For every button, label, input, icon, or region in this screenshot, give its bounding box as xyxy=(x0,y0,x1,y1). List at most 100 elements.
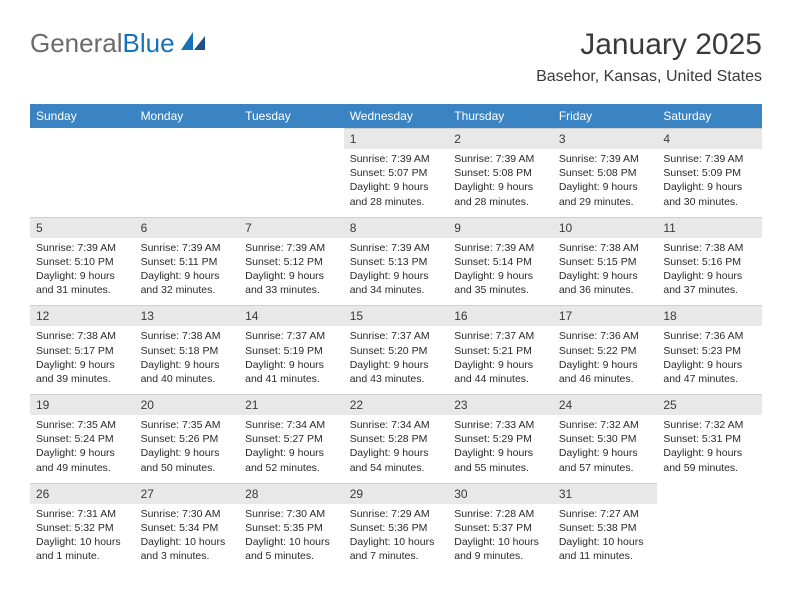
calendar-cell: 2 xyxy=(448,128,553,149)
day-detail-line: Daylight: 9 hours and 52 minutes. xyxy=(245,446,338,474)
day-number: 26 xyxy=(30,483,135,504)
day-detail-line: Sunrise: 7:27 AM xyxy=(559,507,652,521)
day-number: 30 xyxy=(448,483,553,504)
day-detail-line: Sunrise: 7:33 AM xyxy=(454,418,547,432)
calendar-cell: Sunrise: 7:31 AMSunset: 5:32 PMDaylight:… xyxy=(30,504,135,572)
calendar-cell: Sunrise: 7:38 AMSunset: 5:16 PMDaylight:… xyxy=(657,238,762,306)
weekday-header: Sunday xyxy=(30,104,135,128)
calendar-cell: 17 xyxy=(553,305,658,326)
calendar-cell: 4 xyxy=(657,128,762,149)
day-number: 13 xyxy=(135,305,240,326)
day-number-row: 19202122232425 xyxy=(30,394,762,415)
calendar-cell: 22 xyxy=(344,394,449,415)
day-detail-line: Sunrise: 7:37 AM xyxy=(245,329,338,343)
day-details: Sunrise: 7:27 AMSunset: 5:38 PMDaylight:… xyxy=(553,504,658,572)
day-number: 9 xyxy=(448,217,553,238)
day-detail-line: Sunrise: 7:35 AM xyxy=(141,418,234,432)
day-detail-line: Daylight: 9 hours and 36 minutes. xyxy=(559,269,652,297)
day-detail-line: Daylight: 9 hours and 41 minutes. xyxy=(245,358,338,386)
day-detail-line: Sunset: 5:23 PM xyxy=(663,344,756,358)
day-number: 14 xyxy=(239,305,344,326)
day-number: 24 xyxy=(553,394,658,415)
calendar-cell: 28 xyxy=(239,483,344,504)
day-number: 6 xyxy=(135,217,240,238)
day-detail-line: Sunrise: 7:32 AM xyxy=(559,418,652,432)
day-details: Sunrise: 7:37 AMSunset: 5:20 PMDaylight:… xyxy=(344,326,449,394)
day-detail-line: Sunrise: 7:36 AM xyxy=(663,329,756,343)
day-details: Sunrise: 7:32 AMSunset: 5:31 PMDaylight:… xyxy=(657,415,762,483)
day-detail-line: Sunset: 5:14 PM xyxy=(454,255,547,269)
calendar-cell: Sunrise: 7:32 AMSunset: 5:31 PMDaylight:… xyxy=(657,415,762,483)
day-number: 15 xyxy=(344,305,449,326)
day-details: Sunrise: 7:29 AMSunset: 5:36 PMDaylight:… xyxy=(344,504,449,572)
day-details: Sunrise: 7:39 AMSunset: 5:12 PMDaylight:… xyxy=(239,238,344,306)
day-number-row: 1234 xyxy=(30,128,762,149)
day-details xyxy=(135,149,240,209)
calendar-cell: Sunrise: 7:36 AMSunset: 5:22 PMDaylight:… xyxy=(553,326,658,394)
day-details: Sunrise: 7:36 AMSunset: 5:23 PMDaylight:… xyxy=(657,326,762,394)
location-label: Basehor, Kansas, United States xyxy=(536,68,762,86)
day-details xyxy=(239,149,344,209)
day-number: 16 xyxy=(448,305,553,326)
day-detail-line: Sunset: 5:24 PM xyxy=(36,432,129,446)
day-number: 18 xyxy=(657,305,762,326)
day-detail-line: Sunset: 5:22 PM xyxy=(559,344,652,358)
day-number: 11 xyxy=(657,217,762,238)
day-details: Sunrise: 7:39 AMSunset: 5:08 PMDaylight:… xyxy=(553,149,658,217)
brand-logo: GeneralBlue xyxy=(30,28,207,59)
day-details: Sunrise: 7:30 AMSunset: 5:34 PMDaylight:… xyxy=(135,504,240,572)
day-body-row: Sunrise: 7:39 AMSunset: 5:07 PMDaylight:… xyxy=(30,149,762,217)
calendar-cell: Sunrise: 7:34 AMSunset: 5:28 PMDaylight:… xyxy=(344,415,449,483)
calendar-cell: 23 xyxy=(448,394,553,415)
day-detail-line: Sunrise: 7:39 AM xyxy=(350,241,443,255)
day-detail-line: Daylight: 9 hours and 57 minutes. xyxy=(559,446,652,474)
calendar-cell: Sunrise: 7:30 AMSunset: 5:34 PMDaylight:… xyxy=(135,504,240,572)
calendar-cell: 30 xyxy=(448,483,553,504)
calendar-cell: 29 xyxy=(344,483,449,504)
day-detail-line: Sunset: 5:16 PM xyxy=(663,255,756,269)
calendar-body: 1234Sunrise: 7:39 AMSunset: 5:07 PMDayli… xyxy=(30,128,762,571)
calendar-cell: Sunrise: 7:37 AMSunset: 5:21 PMDaylight:… xyxy=(448,326,553,394)
day-detail-line: Daylight: 10 hours and 7 minutes. xyxy=(350,535,443,563)
day-detail-line: Sunrise: 7:37 AM xyxy=(350,329,443,343)
day-detail-line: Sunrise: 7:30 AM xyxy=(245,507,338,521)
calendar-cell: Sunrise: 7:39 AMSunset: 5:08 PMDaylight:… xyxy=(448,149,553,217)
day-details: Sunrise: 7:39 AMSunset: 5:14 PMDaylight:… xyxy=(448,238,553,306)
day-details: Sunrise: 7:32 AMSunset: 5:30 PMDaylight:… xyxy=(553,415,658,483)
day-detail-line: Sunset: 5:08 PM xyxy=(454,166,547,180)
calendar-cell xyxy=(135,149,240,217)
day-detail-line: Sunset: 5:07 PM xyxy=(350,166,443,180)
day-number: 23 xyxy=(448,394,553,415)
calendar-cell: 16 xyxy=(448,305,553,326)
calendar-cell: Sunrise: 7:34 AMSunset: 5:27 PMDaylight:… xyxy=(239,415,344,483)
calendar-cell: 19 xyxy=(30,394,135,415)
day-detail-line: Daylight: 10 hours and 11 minutes. xyxy=(559,535,652,563)
day-detail-line: Daylight: 9 hours and 30 minutes. xyxy=(663,180,756,208)
day-number: 12 xyxy=(30,305,135,326)
weekday-header: Tuesday xyxy=(239,104,344,128)
calendar-cell: 12 xyxy=(30,305,135,326)
day-details: Sunrise: 7:34 AMSunset: 5:27 PMDaylight:… xyxy=(239,415,344,483)
day-detail-line: Daylight: 9 hours and 59 minutes. xyxy=(663,446,756,474)
day-detail-line: Sunset: 5:17 PM xyxy=(36,344,129,358)
day-detail-line: Sunrise: 7:38 AM xyxy=(141,329,234,343)
day-number xyxy=(657,483,762,489)
day-detail-line: Sunset: 5:30 PM xyxy=(559,432,652,446)
day-detail-line: Sunrise: 7:36 AM xyxy=(559,329,652,343)
day-detail-line: Daylight: 10 hours and 9 minutes. xyxy=(454,535,547,563)
day-detail-line: Daylight: 9 hours and 44 minutes. xyxy=(454,358,547,386)
calendar-cell: Sunrise: 7:36 AMSunset: 5:23 PMDaylight:… xyxy=(657,326,762,394)
day-number: 27 xyxy=(135,483,240,504)
day-detail-line: Sunset: 5:11 PM xyxy=(141,255,234,269)
calendar-cell: Sunrise: 7:39 AMSunset: 5:12 PMDaylight:… xyxy=(239,238,344,306)
day-detail-line: Sunrise: 7:32 AM xyxy=(663,418,756,432)
calendar-cell xyxy=(239,128,344,149)
day-number: 1 xyxy=(344,128,449,149)
calendar-cell: 1 xyxy=(344,128,449,149)
day-detail-line: Sunrise: 7:34 AM xyxy=(350,418,443,432)
day-detail-line: Sunset: 5:28 PM xyxy=(350,432,443,446)
day-detail-line: Daylight: 9 hours and 40 minutes. xyxy=(141,358,234,386)
calendar-cell: 27 xyxy=(135,483,240,504)
sail-icon xyxy=(179,28,207,59)
day-details: Sunrise: 7:39 AMSunset: 5:13 PMDaylight:… xyxy=(344,238,449,306)
